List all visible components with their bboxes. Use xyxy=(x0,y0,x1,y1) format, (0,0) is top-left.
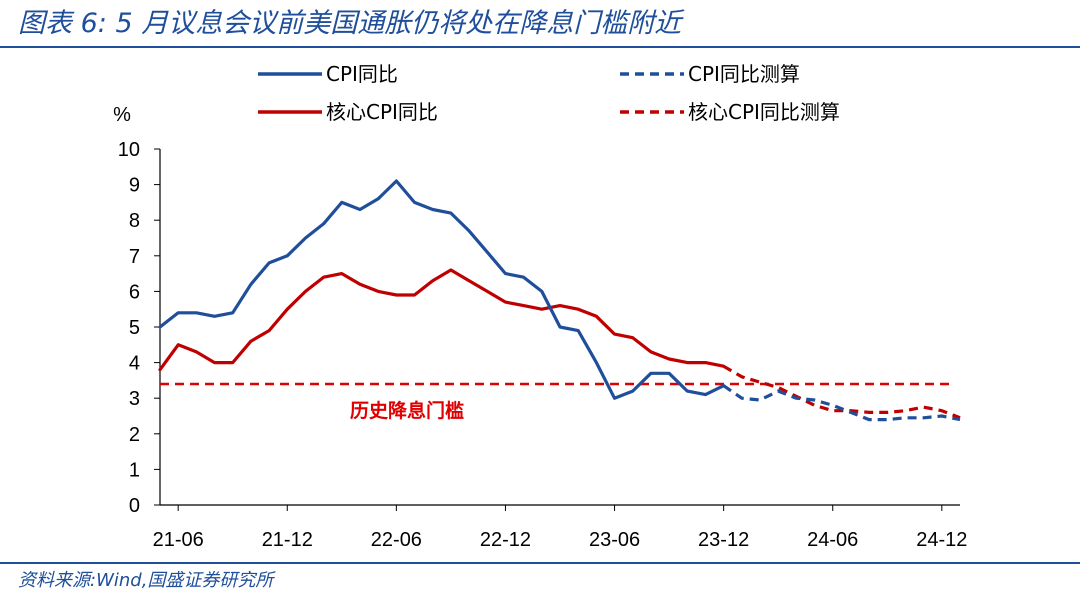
y-tick-label: 10 xyxy=(118,139,140,161)
chart-title: 图表 6: 5 月议息会议前美国通胀仍将处在降息门槛附近 xyxy=(18,8,682,39)
title-rule xyxy=(0,46,1080,48)
legend-label-1: CPI同比测算 xyxy=(688,62,800,86)
y-tick-label: 4 xyxy=(129,353,140,375)
y-tick-label: 8 xyxy=(129,210,140,232)
y-tick-label: 5 xyxy=(129,317,140,339)
series-line-0 xyxy=(158,179,726,400)
threshold-label: 历史降息门槛 xyxy=(350,399,464,422)
x-tick-label: 21-12 xyxy=(262,529,313,551)
series-line-2 xyxy=(158,268,726,372)
x-tick-label: 24-06 xyxy=(807,529,858,551)
legend-label-3: 核心CPI同比测算 xyxy=(688,100,840,124)
y-tick-label: 9 xyxy=(129,175,140,197)
y-tick-label: 3 xyxy=(129,388,140,410)
x-tick-label: 22-12 xyxy=(480,529,531,551)
source-rule xyxy=(0,562,1080,564)
x-tick-label: 24-12 xyxy=(916,529,967,551)
series-line-3 xyxy=(722,364,961,420)
x-tick-label: 23-06 xyxy=(589,529,640,551)
legend-label-0: CPI同比 xyxy=(326,62,398,86)
y-tick-label: 0 xyxy=(129,495,140,517)
x-tick-label: 23-12 xyxy=(698,529,749,551)
y-tick-label: 7 xyxy=(129,246,140,268)
x-tick-label: 21-06 xyxy=(153,529,204,551)
y-tick-label: 6 xyxy=(129,281,140,303)
series-line-1 xyxy=(722,384,961,422)
legend-label-2: 核心CPI同比 xyxy=(326,100,438,124)
y-axis-unit: % xyxy=(113,104,131,126)
source-note: 资料来源:Wind,国盛证券研究所 xyxy=(18,570,274,591)
y-tick-label: 1 xyxy=(129,459,140,481)
x-tick-label: 22-06 xyxy=(371,529,422,551)
y-tick-label: 2 xyxy=(129,424,140,446)
